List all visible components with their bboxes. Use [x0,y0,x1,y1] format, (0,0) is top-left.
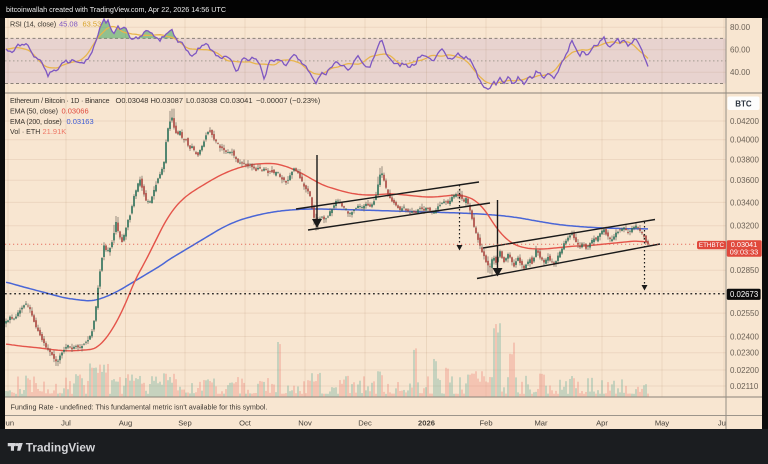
svg-text:Funding Rate - undefined: This: Funding Rate - undefined: This fundament… [11,402,268,411]
svg-text:0.03600: 0.03600 [730,176,759,185]
svg-text:Sep: Sep [178,419,192,428]
svg-text:Dec: Dec [358,419,372,428]
svg-text:Vol · ETH: Vol · ETH [10,128,40,136]
svg-text:0.03400: 0.03400 [730,198,759,207]
svg-text:63.53: 63.53 [83,20,102,29]
svg-text:ETHBTC: ETHBTC [699,242,725,249]
svg-text:−0.00007 (−0.23%): −0.00007 (−0.23%) [256,96,321,105]
svg-text:Apr: Apr [596,419,608,428]
svg-text:O0.03048: O0.03048 [116,96,149,105]
svg-text:0.02200: 0.02200 [730,366,759,375]
svg-text:Jun: Jun [2,419,14,428]
svg-text:May: May [655,419,670,428]
svg-text:0.03041: 0.03041 [731,240,757,249]
svg-text:TradingView: TradingView [26,440,96,454]
svg-text:BTC: BTC [735,99,752,108]
svg-text:Jun: Jun [718,419,730,428]
svg-text:0.02300: 0.02300 [730,349,759,358]
svg-text:0.02850: 0.02850 [730,266,759,275]
svg-text:L0.03038: L0.03038 [186,96,217,105]
svg-text:Oct: Oct [239,419,252,428]
svg-text:Nov: Nov [298,419,312,428]
svg-text:2026: 2026 [418,419,435,428]
svg-text:0.04000: 0.04000 [730,136,759,145]
svg-text:C0.03041: C0.03041 [220,96,253,105]
svg-text:Mar: Mar [534,419,548,428]
svg-text:21.91K: 21.91K [43,127,67,136]
svg-text:Feb: Feb [479,419,492,428]
svg-text:0.02673: 0.02673 [730,290,758,299]
svg-text:80.00: 80.00 [730,23,751,32]
svg-text:RSI (14, close): RSI (14, close) [10,20,56,29]
svg-text:60.00: 60.00 [730,46,751,55]
svg-text:45.08: 45.08 [59,20,78,29]
svg-text:09:03:33: 09:03:33 [730,248,758,257]
svg-text:0.02400: 0.02400 [730,332,759,341]
svg-text:0.04200: 0.04200 [730,117,759,126]
svg-text:Jul: Jul [61,419,71,428]
svg-text:Ethereum / Bitcoin · 1D · Bina: Ethereum / Bitcoin · 1D · Binance [10,97,110,105]
svg-text:0.03066: 0.03066 [62,106,89,115]
svg-text:bitcoinwallah created with Tra: bitcoinwallah created with TradingView.c… [6,5,226,14]
svg-text:EMA (200, close): EMA (200, close) [10,118,62,126]
svg-text:H0.03087: H0.03087 [151,96,184,105]
svg-text:0.03200: 0.03200 [730,222,759,231]
svg-text:0.03800: 0.03800 [730,155,759,164]
svg-text:0.02110: 0.02110 [730,382,759,391]
svg-text:Aug: Aug [119,419,133,428]
svg-text:0.03163: 0.03163 [67,117,94,126]
svg-text:EMA (50, close): EMA (50, close) [10,107,58,115]
svg-text:40.00: 40.00 [730,68,751,77]
svg-text:0.02550: 0.02550 [730,309,759,318]
